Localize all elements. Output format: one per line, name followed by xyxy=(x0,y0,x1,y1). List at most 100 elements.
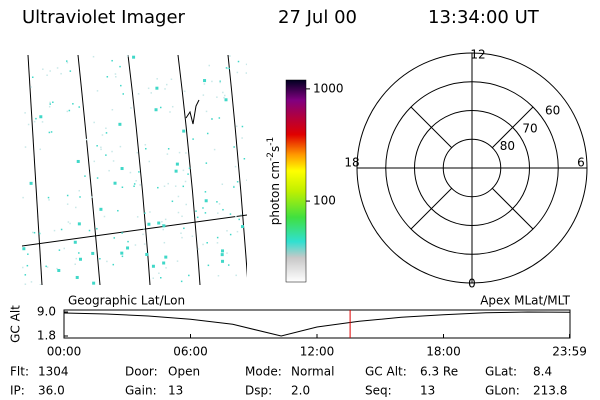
pixel xyxy=(92,281,96,285)
pixel xyxy=(111,59,113,62)
lat-label: 80 xyxy=(500,139,515,153)
pixel xyxy=(185,203,187,206)
pixel xyxy=(202,94,205,96)
pixel xyxy=(49,103,51,105)
pixel xyxy=(237,60,240,63)
pixel xyxy=(48,105,51,108)
field-label: Seq: xyxy=(365,384,392,398)
pixel xyxy=(33,231,36,234)
pixel xyxy=(147,87,150,90)
field-value: Normal xyxy=(291,365,334,379)
exponent: -1 xyxy=(266,137,276,146)
pixel xyxy=(227,264,230,266)
pixel xyxy=(155,86,159,90)
pixel xyxy=(22,196,24,199)
pixel xyxy=(204,199,208,203)
pixel xyxy=(92,55,95,58)
pixel xyxy=(235,274,237,277)
pixel xyxy=(101,134,104,136)
pixel xyxy=(24,274,27,276)
pixel xyxy=(192,138,194,140)
pixel xyxy=(233,146,235,148)
pixel xyxy=(119,145,122,148)
pixel xyxy=(196,216,199,219)
pixel xyxy=(206,242,208,244)
pixel xyxy=(33,120,36,123)
x-tick-label: 00:00 xyxy=(47,345,82,359)
pixel xyxy=(145,147,147,150)
pixel xyxy=(121,255,124,258)
pixel xyxy=(96,145,98,147)
field-value: 36.0 xyxy=(38,384,65,398)
pixel xyxy=(78,252,80,254)
pixel xyxy=(30,281,33,283)
pixel xyxy=(202,243,204,246)
pixel xyxy=(100,146,102,149)
pixel xyxy=(72,103,74,105)
field-value: 6.3 Re xyxy=(420,365,458,379)
lon-line xyxy=(127,55,151,285)
field-value: 213.8 xyxy=(533,384,567,398)
mlt-label: 18 xyxy=(344,156,359,170)
pixel xyxy=(52,101,54,104)
colorbar-label: photon cm-2s-1 xyxy=(266,137,282,226)
pixel xyxy=(163,241,166,244)
trace xyxy=(185,99,200,125)
pixel xyxy=(135,180,137,182)
pixel xyxy=(162,228,165,231)
pixel xyxy=(187,173,189,175)
pixel xyxy=(216,242,219,244)
pixel xyxy=(157,186,159,189)
pixel xyxy=(236,71,239,74)
pixel xyxy=(113,181,117,185)
mlt-label: 6 xyxy=(577,156,585,170)
pixel xyxy=(96,227,98,230)
pixel xyxy=(156,78,158,80)
pixel xyxy=(99,207,103,211)
pixel xyxy=(35,117,37,120)
pixel xyxy=(22,266,24,269)
pixel xyxy=(133,183,136,185)
pixel xyxy=(182,185,185,188)
lon-line xyxy=(177,55,201,285)
pixel xyxy=(222,208,224,211)
pixel xyxy=(106,260,108,263)
pixel xyxy=(138,171,140,173)
pixel xyxy=(236,230,239,233)
pixel xyxy=(217,212,219,214)
y-tick-label: 1.8 xyxy=(37,329,56,343)
pixel xyxy=(31,76,34,79)
pixel xyxy=(50,131,53,133)
pixel xyxy=(236,181,239,183)
pixel xyxy=(60,72,62,75)
pixel xyxy=(31,231,34,234)
pixel xyxy=(223,96,225,99)
pixel xyxy=(181,215,183,218)
pixel xyxy=(226,67,229,70)
pixel xyxy=(115,76,117,78)
pixel xyxy=(238,218,240,221)
pixel xyxy=(185,152,187,154)
y-tick-label: 9.0 xyxy=(37,305,56,319)
pixel xyxy=(235,125,238,128)
mlt-label: 0 xyxy=(468,277,476,291)
pixel xyxy=(183,90,186,93)
lat-ring xyxy=(385,81,559,255)
altitude-line xyxy=(63,311,570,337)
pixel xyxy=(39,115,43,119)
lat-ring xyxy=(442,138,502,198)
pixel xyxy=(113,237,116,239)
pixel xyxy=(38,232,41,235)
pixel xyxy=(162,224,166,228)
pixel xyxy=(219,80,221,83)
pixel xyxy=(181,236,183,239)
pixel xyxy=(216,236,219,239)
pixel xyxy=(121,186,124,189)
pixel xyxy=(106,76,109,78)
pixel xyxy=(46,266,49,268)
pixel xyxy=(150,92,152,94)
unit: photon cm xyxy=(268,161,282,225)
pixel xyxy=(226,230,228,232)
date: 27 Jul 00 xyxy=(278,7,357,28)
pixel xyxy=(151,264,155,268)
